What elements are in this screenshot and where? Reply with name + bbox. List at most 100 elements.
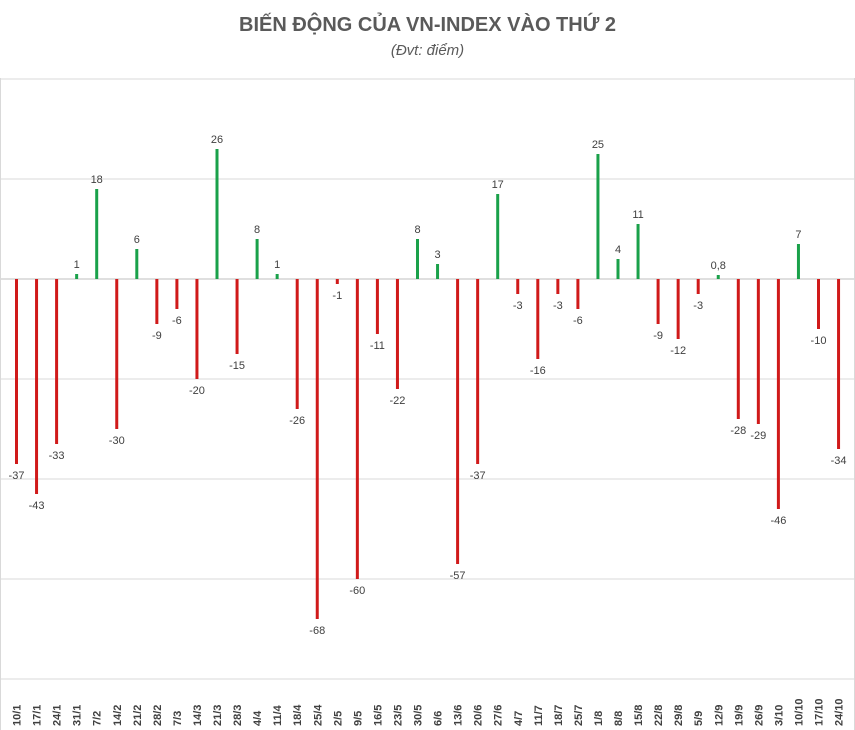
x-tick-label: 2/5 bbox=[332, 711, 344, 726]
data-label: -6 bbox=[172, 315, 182, 327]
bar-7/3 bbox=[175, 279, 179, 309]
bar-18/4 bbox=[295, 279, 299, 409]
bar-25/4 bbox=[315, 279, 319, 619]
x-tick-label: 23/5 bbox=[392, 705, 404, 726]
bar-18/7 bbox=[556, 279, 560, 294]
data-label: 17 bbox=[492, 179, 504, 191]
x-tick-label: 13/6 bbox=[453, 705, 465, 726]
x-tick-label: 14/2 bbox=[112, 705, 124, 726]
bar-17/10 bbox=[817, 279, 820, 329]
data-label: -3 bbox=[693, 300, 703, 312]
bar-11/4 bbox=[275, 274, 279, 279]
bar-10/1 bbox=[15, 279, 18, 464]
bar-9/5 bbox=[355, 279, 359, 579]
data-label: -20 bbox=[189, 385, 205, 397]
data-label: -37 bbox=[470, 470, 486, 482]
data-label: 4 bbox=[615, 244, 621, 256]
x-tick-label: 4/7 bbox=[513, 711, 525, 726]
x-tick-label: 18/7 bbox=[553, 705, 565, 726]
x-tick-label: 30/5 bbox=[413, 705, 425, 726]
x-tick-label: 17/1 bbox=[32, 705, 44, 726]
x-tick-label: 15/8 bbox=[633, 705, 645, 726]
chart-subtitle: (Đvt: điểm) bbox=[390, 42, 465, 59]
bar-13/6 bbox=[456, 279, 460, 564]
bar-14/2 bbox=[115, 279, 119, 429]
data-label: 6 bbox=[134, 234, 140, 246]
data-label: -46 bbox=[770, 515, 786, 527]
data-label: -15 bbox=[229, 360, 245, 372]
data-label: -26 bbox=[289, 415, 305, 427]
x-tick-label: 8/8 bbox=[613, 711, 625, 726]
bar-22/8 bbox=[656, 279, 660, 324]
bar-5/9 bbox=[696, 279, 700, 294]
data-label: -57 bbox=[450, 570, 466, 582]
x-tick-label: 6/6 bbox=[433, 711, 445, 726]
x-tick-label: 24/10 bbox=[834, 698, 846, 726]
x-tick-label: 14/3 bbox=[192, 705, 204, 726]
bar-6/6 bbox=[436, 264, 440, 279]
x-tick-label: 9/5 bbox=[352, 711, 364, 726]
data-label: -22 bbox=[389, 395, 405, 407]
x-tick-label: 11/7 bbox=[533, 705, 545, 726]
bar-28/2 bbox=[155, 279, 159, 324]
data-label: -10 bbox=[811, 335, 827, 347]
data-label: -29 bbox=[750, 430, 766, 442]
data-label: -43 bbox=[29, 500, 45, 512]
data-label: 8 bbox=[254, 224, 260, 236]
x-tick-label: 25/7 bbox=[573, 705, 585, 726]
data-label: -33 bbox=[49, 450, 65, 462]
x-tick-label: 25/4 bbox=[312, 704, 324, 726]
data-label: -68 bbox=[309, 625, 325, 637]
x-tick-label: 22/8 bbox=[653, 705, 665, 726]
bar-20/6 bbox=[476, 279, 480, 464]
data-label: -12 bbox=[670, 345, 686, 357]
data-label: -9 bbox=[152, 330, 162, 342]
x-tick-label: 21/3 bbox=[212, 705, 224, 726]
data-label: -34 bbox=[831, 455, 847, 467]
bar-4/4 bbox=[255, 239, 259, 279]
x-tick-label: 17/10 bbox=[814, 698, 826, 726]
bar-10/10 bbox=[796, 244, 800, 279]
data-label: 3 bbox=[434, 249, 440, 261]
x-tick-label: 11/4 bbox=[272, 704, 284, 726]
data-label: -16 bbox=[530, 365, 546, 377]
x-tick-label: 3/10 bbox=[773, 705, 785, 726]
bar-24/1 bbox=[55, 279, 59, 444]
bar-4/7 bbox=[516, 279, 520, 294]
x-tick-label: 31/1 bbox=[72, 705, 84, 726]
bar-3/10 bbox=[776, 279, 780, 509]
chart-title: BIẾN ĐỘNG CỦA VN-INDEX VÀO THỨ 2 bbox=[239, 14, 616, 36]
x-tick-label: 10/10 bbox=[793, 698, 805, 726]
x-tick-label: 18/4 bbox=[292, 704, 304, 726]
data-label: 1 bbox=[74, 259, 80, 271]
data-label: -28 bbox=[730, 425, 746, 437]
x-tick-label: 27/6 bbox=[493, 705, 505, 726]
x-tick-label: 7/2 bbox=[92, 711, 104, 726]
data-label: -6 bbox=[573, 315, 583, 327]
bar-2/5 bbox=[335, 279, 339, 284]
bar-25/7 bbox=[576, 279, 580, 309]
x-tick-label: 24/1 bbox=[52, 705, 64, 726]
x-tick-label: 28/3 bbox=[232, 705, 244, 726]
data-label: 1 bbox=[274, 259, 280, 271]
bar-16/5 bbox=[375, 279, 379, 334]
data-label: 7 bbox=[795, 229, 801, 241]
data-label: -11 bbox=[370, 340, 385, 352]
bar-14/3 bbox=[195, 279, 199, 379]
bar-7/2 bbox=[95, 189, 99, 279]
bar-29/8 bbox=[676, 279, 680, 339]
bar-19/9 bbox=[736, 279, 740, 419]
x-tick-label: 16/5 bbox=[372, 705, 384, 726]
x-tick-label: 10/1 bbox=[12, 705, 24, 726]
data-label: 8 bbox=[414, 224, 420, 236]
x-tick-label: 5/9 bbox=[693, 711, 705, 726]
x-tick-label: 26/9 bbox=[753, 705, 765, 726]
data-label: 18 bbox=[91, 174, 103, 186]
bar-27/6 bbox=[496, 194, 500, 279]
data-label: -60 bbox=[349, 585, 365, 597]
x-tick-label: 7/3 bbox=[172, 711, 184, 726]
x-tick-label: 29/8 bbox=[673, 705, 685, 726]
bar-30/5 bbox=[416, 239, 419, 279]
